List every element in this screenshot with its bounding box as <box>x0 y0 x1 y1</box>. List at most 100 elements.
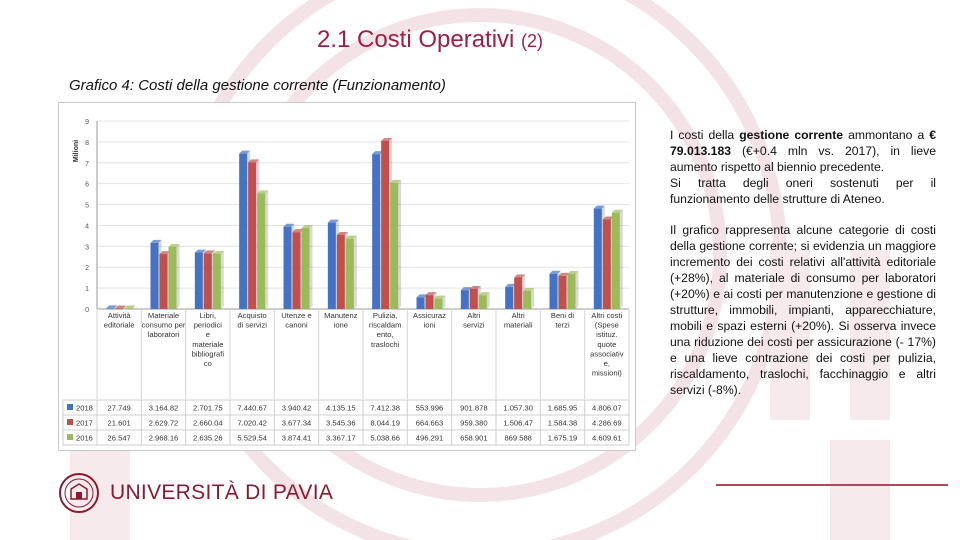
bar-side-2018 <box>114 305 118 310</box>
legend-label-2018: 2018 <box>76 404 93 413</box>
bar-side-2016 <box>486 292 490 309</box>
y-tick-label: 3 <box>85 244 89 251</box>
chart-caption: Grafico 4: Costi della gestione corrente… <box>69 77 446 94</box>
x-tick-label: e, <box>604 359 610 368</box>
data-table-cell: 8.044.19 <box>370 419 400 428</box>
bar-top-2016 <box>257 190 269 194</box>
data-table-cell: 2.635.26 <box>193 434 223 443</box>
x-tick-label: Libri, <box>200 311 216 320</box>
bar-side-2016 <box>619 209 623 309</box>
bar-2017 <box>248 162 257 309</box>
bar-2016 <box>567 274 576 309</box>
bar-side-2016 <box>531 287 535 309</box>
bar-2018 <box>593 208 602 309</box>
x-tick-label: istituz. <box>596 330 618 339</box>
bar-top-2016 <box>168 243 180 247</box>
bar-side-2016 <box>176 243 180 309</box>
bar-side-2017 <box>123 305 127 310</box>
bar-top-2018 <box>327 219 339 223</box>
data-table-cell: 664.663 <box>416 419 443 428</box>
y-tick-label: 7 <box>85 161 89 168</box>
bar-2017 <box>115 308 124 310</box>
bar-2017 <box>558 275 567 309</box>
bar-2018 <box>372 154 381 309</box>
legend-label-2016: 2016 <box>76 434 93 443</box>
data-table-cell: 5.529.54 <box>237 434 267 443</box>
bar-2016 <box>345 238 354 309</box>
data-table-cell: 27.749 <box>108 404 131 413</box>
y-axis-label: Milioni <box>73 140 80 162</box>
bar-side-2016 <box>220 250 224 309</box>
x-tick-label: materiali <box>504 321 533 330</box>
legend-label-2017: 2017 <box>76 419 93 428</box>
bar-top-2018 <box>505 283 517 287</box>
data-table-cell: 3.874.41 <box>282 434 312 443</box>
bar-top-2016 <box>611 209 623 213</box>
bar-side-2016 <box>398 179 402 309</box>
description-paragraph-1: I costi della gestione corrente ammontan… <box>670 127 936 207</box>
data-table-cell: 26.547 <box>108 434 131 443</box>
bar-top-2018 <box>593 205 605 209</box>
x-tick-label: ento, <box>377 330 394 339</box>
x-tick-label: traslochi <box>371 340 400 349</box>
y-tick-label: 8 <box>85 140 89 147</box>
bar-2017 <box>602 219 611 309</box>
x-tick-label: Manutenz <box>324 311 358 320</box>
legend-swatch-2016 <box>67 434 73 440</box>
bar-top-2017 <box>425 292 437 296</box>
bar-side-2016 <box>309 225 313 309</box>
data-table-cell: 553.996 <box>416 404 443 413</box>
bar-top-2018 <box>150 239 162 243</box>
x-tick-label: bibliografi <box>192 349 225 358</box>
bar-top-2018 <box>194 249 206 253</box>
x-tick-label: e <box>206 330 210 339</box>
x-tick-label: associativ <box>590 349 624 358</box>
bar-2018 <box>239 153 248 309</box>
p1-bold-amount: € 79.013.183 <box>670 128 937 158</box>
bar-2017 <box>425 295 434 309</box>
bar-top-2018 <box>460 287 472 291</box>
p1-text-a: I costi della <box>670 128 740 142</box>
bar-2018 <box>150 242 159 309</box>
x-tick-label: editoriale <box>104 321 135 330</box>
x-tick-label: Pulizia, <box>373 311 397 320</box>
data-table-cell: 1.675.19 <box>548 434 578 443</box>
bar-2017 <box>292 232 301 309</box>
bar-2016 <box>212 253 221 309</box>
bar-2018 <box>505 286 514 309</box>
x-tick-label: Altri <box>467 311 480 320</box>
bar-side-2016 <box>265 190 269 309</box>
bar-top-2017 <box>469 285 481 289</box>
bar-top-2016 <box>478 292 490 296</box>
data-table-cell: 4.135.15 <box>326 404 356 413</box>
data-table-cell: 3.677.34 <box>282 419 312 428</box>
bar-2016 <box>257 193 266 309</box>
data-table-cell: 7.412.38 <box>370 404 400 413</box>
p1-text-f: Si tratta degli oneri sostenuti per il f… <box>670 176 936 206</box>
y-tick-label: 4 <box>85 223 89 230</box>
y-tick-label: 6 <box>85 182 89 189</box>
bar-2016 <box>390 182 399 309</box>
data-table-cell: 2.629.72 <box>149 419 179 428</box>
university-name: UNIVERSITÀ DI PAVIA <box>110 481 334 504</box>
bar-top-2018 <box>372 151 384 155</box>
y-tick-label: 2 <box>85 265 89 272</box>
bar-2016 <box>124 308 133 310</box>
data-table-cell: 2.968.16 <box>149 434 179 443</box>
data-table-cell: 2.660.04 <box>193 419 223 428</box>
y-tick-label: 1 <box>85 286 89 293</box>
slide-title-main: 2.1 Costi Operativi <box>316 26 515 53</box>
bar-top-2016 <box>434 295 446 299</box>
bar-2018 <box>549 273 558 309</box>
bar-top-2017 <box>115 305 127 309</box>
data-table-cell: 1.057.30 <box>503 404 533 413</box>
p1-bold-gestione: gestione corrente <box>739 128 844 142</box>
bar-side-2016 <box>442 295 446 309</box>
bar-2016 <box>434 298 443 309</box>
bar-2017 <box>469 288 478 309</box>
x-tick-label: Altri <box>512 311 525 320</box>
bar-top-2017 <box>558 272 570 276</box>
x-tick-label: laboratori <box>148 330 180 339</box>
university-logo: UNIVERSITÀ DI PAVIA <box>58 472 333 514</box>
bar-top-2016 <box>567 271 579 275</box>
